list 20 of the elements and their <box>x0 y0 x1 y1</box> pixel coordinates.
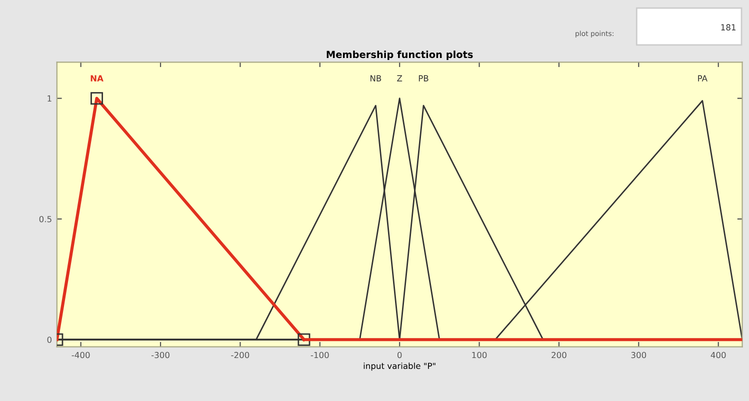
text: PA <box>698 75 708 82</box>
x-tick-label: -200 <box>231 352 250 358</box>
text: Z <box>397 75 402 82</box>
text: 181 <box>721 24 736 30</box>
chart-title: Membership function plots <box>326 50 473 60</box>
x-tick-label: -100 <box>310 352 329 358</box>
text: NB <box>370 75 382 82</box>
x-axis-title: input variable "P" <box>364 362 436 371</box>
x-tick-label: -300 <box>151 352 170 358</box>
y-tick-label: 1 <box>48 95 52 102</box>
x-tick-label: 100 <box>472 352 487 358</box>
x-tick-label: 400 <box>710 352 726 358</box>
series-label: NA <box>90 75 104 82</box>
x-tick-label: 300 <box>631 352 646 358</box>
x-tick-label: -400 <box>72 352 90 358</box>
y-tick-label: 0.5 <box>39 216 52 222</box>
x-tick-label: 200 <box>552 352 566 358</box>
text: PB <box>418 75 428 82</box>
x-tick-label: 0 <box>397 352 402 358</box>
y-tick-label: 0 <box>47 336 52 343</box>
